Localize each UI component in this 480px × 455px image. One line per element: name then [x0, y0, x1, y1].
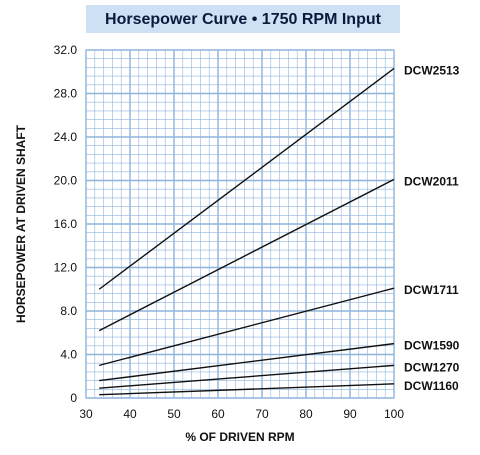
- series-line-dcw1160: [99, 383, 395, 396]
- y-tick-label: 8.0: [60, 304, 77, 318]
- x-tick-label: 30: [79, 407, 93, 421]
- series-line-dcw1711: [99, 287, 395, 367]
- y-tick-label: 0: [70, 391, 77, 405]
- y-tick-label: 24.0: [54, 130, 78, 144]
- x-tick-label: 40: [123, 407, 137, 421]
- x-tick-label: 100: [384, 407, 404, 421]
- series-line-dcw1590: [99, 342, 395, 382]
- x-tick-label: 80: [299, 407, 313, 421]
- y-tick-label: 12.0: [54, 261, 78, 275]
- x-tick-label: 60: [211, 407, 225, 421]
- series-label-dcw1160: DCW1160: [404, 379, 459, 393]
- series-label-dcw1711: DCW1711: [404, 283, 459, 297]
- series-label-dcw1590: DCW1590: [404, 339, 460, 353]
- series-group: DCW2513 DCW2011 DCW1711 DCW1590 DCW1270 DCW11…: [98, 63, 460, 396]
- y-tick-label: 4.0: [60, 348, 77, 362]
- series-label-dcw1270: DCW1270: [404, 360, 460, 374]
- series-line-dcw1270: [99, 364, 395, 389]
- y-tick-label: 20.0: [54, 174, 78, 188]
- y-tick-labels: 0 4.0 8.0 12.0 16.0 20.0 24.0 28.0 32.0: [54, 43, 78, 405]
- chart-title: Horsepower Curve • 1750 RPM Input: [105, 11, 382, 28]
- y-tick-label: 32.0: [54, 43, 78, 57]
- plot-border: [85, 49, 395, 399]
- y-tick-label: 28.0: [54, 87, 78, 101]
- series-label-dcw2011: DCW2011: [404, 174, 459, 188]
- y-axis-label: HORSEPOWER AT DRIVEN SHAFT: [14, 124, 28, 323]
- series-line-dcw2011: [98, 178, 395, 332]
- chart-title-box: [86, 5, 400, 33]
- y-tick-label: 16.0: [54, 217, 78, 231]
- x-tick-label: 50: [167, 407, 181, 421]
- series-line-dcw2513: [98, 67, 395, 290]
- series-label-dcw2513: DCW2513: [404, 63, 460, 77]
- x-tick-label: 90: [343, 407, 357, 421]
- x-axis-label: % OF DRIVEN RPM: [185, 430, 294, 444]
- x-tick-labels: 30 40 50 60 70 80 90 100: [79, 407, 404, 421]
- grid: [85, 49, 395, 399]
- x-tick-label: 70: [255, 407, 269, 421]
